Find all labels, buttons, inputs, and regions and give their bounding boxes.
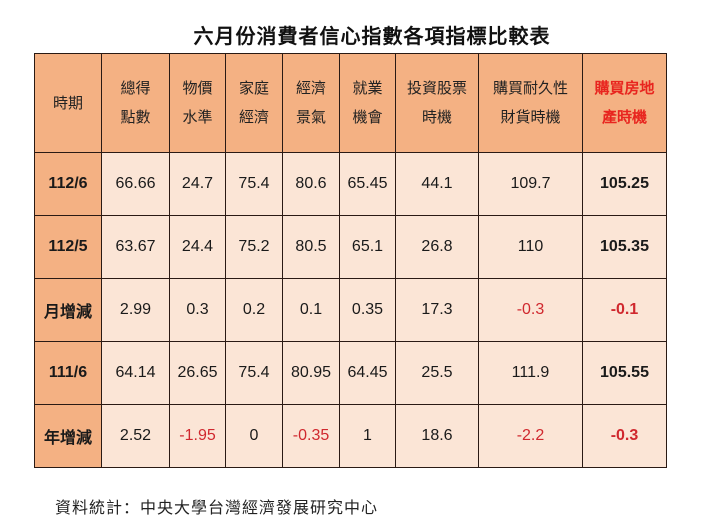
cell: -2.2 xyxy=(478,404,583,468)
table-row: 112/6 66.66 24.7 75.4 80.6 65.45 44.1 10… xyxy=(34,152,667,216)
header-total-score: 總得 點數 xyxy=(101,53,170,153)
cell: 18.6 xyxy=(395,404,479,468)
cell: 2.99 xyxy=(101,278,170,342)
header-economic-climate: 經濟 景氣 xyxy=(282,53,340,153)
header-durable-goods: 購買耐久性 財貨時機 xyxy=(478,53,583,153)
cell: 65.1 xyxy=(339,215,396,279)
cell: 110 xyxy=(478,215,583,279)
cell: 0.2 xyxy=(225,278,283,342)
cell: 105.55 xyxy=(582,341,667,405)
cell: 66.66 xyxy=(101,152,170,216)
cell: 109.7 xyxy=(478,152,583,216)
header-price-level: 物價 水準 xyxy=(169,53,226,153)
cell: 24.7 xyxy=(169,152,226,216)
row-label: 月增減 xyxy=(34,278,102,342)
row-label: 年增減 xyxy=(34,404,102,468)
cell: 26.65 xyxy=(169,341,226,405)
table-row: 年增減 2.52 -1.95 0 -0.35 1 18.6 -2.2 -0.3 xyxy=(34,404,667,468)
row-label: 112/5 xyxy=(34,215,102,279)
cell: 75.4 xyxy=(225,341,283,405)
cell: -0.1 xyxy=(582,278,667,342)
cell: 80.5 xyxy=(282,215,340,279)
table-row: 111/6 64.14 26.65 75.4 80.95 64.45 25.5 … xyxy=(34,341,667,405)
cell: 80.95 xyxy=(282,341,340,405)
cell: 24.4 xyxy=(169,215,226,279)
header-row: 時期 總得 點數 物價 水準 家庭 經濟 經濟 景氣 就業 機會 投資股票 時機 購買耐久性… xyxy=(34,53,667,153)
table-row: 112/5 63.67 24.4 75.2 80.5 65.1 26.8 110… xyxy=(34,215,667,279)
cell: 1 xyxy=(339,404,396,468)
cell: -1.95 xyxy=(169,404,226,468)
cell: -0.3 xyxy=(582,404,667,468)
header-employment: 就業 機會 xyxy=(339,53,396,153)
cell: 75.2 xyxy=(225,215,283,279)
cell: -0.35 xyxy=(282,404,340,468)
header-real-estate: 購買房地 產時機 xyxy=(582,53,667,153)
source-note: 資料統計：中央大學台灣經濟發展研究中心 xyxy=(55,498,379,517)
cell: 44.1 xyxy=(395,152,479,216)
comparison-table: 時期 總得 點數 物價 水準 家庭 經濟 經濟 景氣 就業 機會 投資股票 時機 購買耐久性… xyxy=(34,53,667,468)
cell: 25.5 xyxy=(395,341,479,405)
row-label: 111/6 xyxy=(34,341,102,405)
cell: -0.3 xyxy=(478,278,583,342)
cell: 2.52 xyxy=(101,404,170,468)
cell: 0 xyxy=(225,404,283,468)
header-stock-investment: 投資股票 時機 xyxy=(395,53,479,153)
row-label: 112/6 xyxy=(34,152,102,216)
cell: 64.45 xyxy=(339,341,396,405)
cell: 64.14 xyxy=(101,341,170,405)
cell: 63.67 xyxy=(101,215,170,279)
page-title: 六月份消費者信心指數各項指標比較表 xyxy=(193,24,551,48)
cell: 65.45 xyxy=(339,152,396,216)
cell: 26.8 xyxy=(395,215,479,279)
cell: 105.35 xyxy=(582,215,667,279)
cell: 105.25 xyxy=(582,152,667,216)
cell: 0.35 xyxy=(339,278,396,342)
cell: 17.3 xyxy=(395,278,479,342)
cell: 80.6 xyxy=(282,152,340,216)
header-period: 時期 xyxy=(34,53,102,153)
cell: 0.3 xyxy=(169,278,226,342)
cell: 0.1 xyxy=(282,278,340,342)
table-row: 月增減 2.99 0.3 0.2 0.1 0.35 17.3 -0.3 -0.1 xyxy=(34,278,667,342)
header-household-economy: 家庭 經濟 xyxy=(225,53,283,153)
cell: 111.9 xyxy=(478,341,583,405)
cell: 75.4 xyxy=(225,152,283,216)
